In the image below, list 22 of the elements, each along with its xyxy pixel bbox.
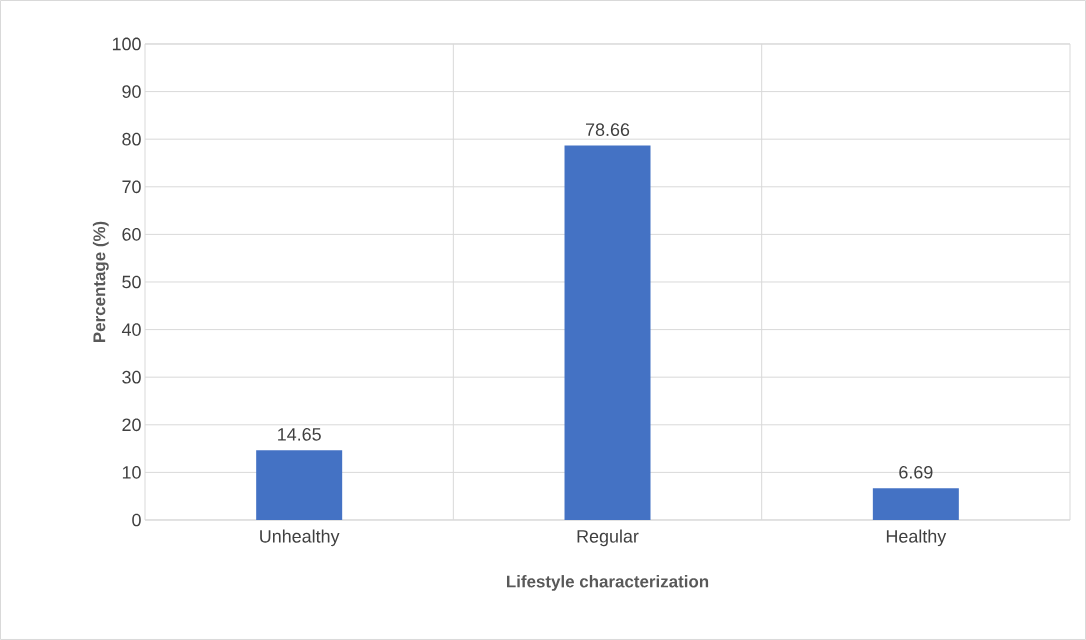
data-label: 6.69 <box>899 465 933 479</box>
x-tick-label: Healthy <box>886 529 947 547</box>
x-tick-label: Regular <box>577 529 639 547</box>
x-axis-title: Lifestyle characterization <box>506 575 709 591</box>
y-tick-label: 80 <box>122 132 141 146</box>
data-label: 78.66 <box>586 123 630 137</box>
bar <box>564 145 651 520</box>
y-tick-label: 30 <box>122 370 141 384</box>
bar <box>872 488 959 520</box>
y-tick-label: 50 <box>122 275 141 289</box>
y-tick-label: 100 <box>112 37 141 51</box>
y-axis-title: Percentage (%) <box>92 221 109 343</box>
x-tick-label: Unhealthy <box>260 529 340 547</box>
y-tick-label: 10 <box>122 466 141 479</box>
data-label: 14.65 <box>278 428 321 441</box>
y-tick-label: 70 <box>122 180 141 194</box>
y-tick-label: 40 <box>121 323 141 336</box>
y-tick-label: 60 <box>122 228 141 241</box>
bar <box>256 450 343 520</box>
y-tick-label: 90 <box>122 85 141 98</box>
y-tick-label: 0 <box>132 513 141 527</box>
y-tick-label: 20 <box>122 418 141 432</box>
